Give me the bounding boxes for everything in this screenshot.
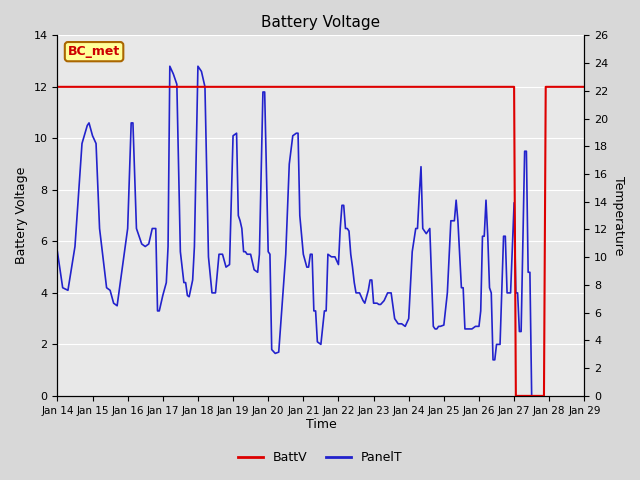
Y-axis label: Battery Voltage: Battery Voltage — [15, 167, 28, 264]
Y-axis label: Temperature: Temperature — [612, 176, 625, 255]
Legend: BattV, PanelT: BattV, PanelT — [232, 446, 408, 469]
Title: Battery Voltage: Battery Voltage — [261, 15, 380, 30]
X-axis label: Time: Time — [305, 419, 336, 432]
Text: BC_met: BC_met — [68, 45, 120, 58]
